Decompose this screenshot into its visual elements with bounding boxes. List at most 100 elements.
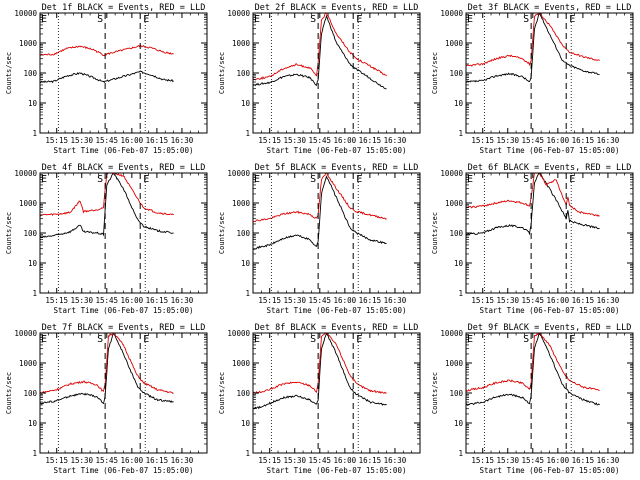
y-tick-label: 1	[458, 449, 463, 458]
y-tick-label: 100	[23, 389, 37, 398]
panel-title: Det 4f BLACK = Events, RED = LLD	[42, 163, 206, 173]
x-tick-label: 15:45	[96, 136, 119, 145]
events-line	[466, 333, 600, 407]
y-tick-label: 10	[28, 259, 38, 268]
x-tick-label: 16:30	[384, 136, 407, 145]
marker-label-start: E	[467, 14, 473, 25]
lld-line	[466, 13, 600, 67]
events-line	[253, 175, 387, 250]
x-tick-label: 16:30	[384, 456, 407, 465]
x-tick-label: 16:15	[146, 296, 169, 305]
series-group	[40, 44, 174, 84]
x-tick-label: 15:45	[522, 136, 545, 145]
series-group	[466, 333, 600, 407]
y-tick-label: 100	[23, 69, 37, 78]
plot-frame	[252, 12, 421, 134]
y-tick-label: 100	[449, 389, 463, 398]
detector-panel: Det 9f BLACK = Events, RED = LLD E S E 1 10 10…	[426, 320, 639, 480]
lld-line	[253, 173, 387, 223]
y-tick-label: 10000	[14, 169, 37, 178]
marker-label-start: E	[41, 14, 47, 25]
detector-panel: Det 7f BLACK = Events, RED = LLD E S E 1 10 10…	[0, 320, 213, 480]
x-tick-label: 16:30	[597, 456, 620, 465]
y-tick-label: 1000	[445, 39, 464, 48]
x-tick-label: 16:00	[547, 136, 570, 145]
y-tick-label: 10000	[227, 169, 250, 178]
y-axis-label: Counts/sec	[218, 372, 226, 414]
marker-label-end: E	[569, 14, 575, 25]
events-line	[40, 173, 174, 239]
plot-frame	[465, 12, 634, 134]
y-tick-label: 1	[32, 289, 37, 298]
marker-label-end: E	[143, 14, 149, 25]
marker-label-mid: S	[523, 14, 529, 25]
events-line	[466, 13, 600, 83]
lld-line	[466, 173, 600, 217]
y-tick-label: 10000	[14, 9, 37, 18]
marker-label-mid: S	[97, 174, 103, 185]
y-tick-label: 10000	[227, 9, 250, 18]
detector-panel: Det 5f BLACK = Events, RED = LLD E S E 1 10 10…	[213, 160, 426, 320]
y-tick-label: 100	[449, 69, 463, 78]
events-line	[40, 70, 174, 84]
detector-panel: Det 2f BLACK = Events, RED = LLD E S E 1 10 10…	[213, 0, 426, 160]
panel-title: Det 7f BLACK = Events, RED = LLD	[42, 323, 206, 333]
y-tick-label: 1000	[19, 199, 38, 208]
x-tick-label: 15:15	[471, 456, 494, 465]
marker-label-mid: S	[97, 14, 103, 25]
x-tick-label: 15:15	[471, 136, 494, 145]
y-tick-label: 1000	[232, 39, 251, 48]
marker-label-mid: S	[523, 174, 529, 185]
marker-label-mid: S	[310, 174, 316, 185]
y-axis-label: Counts/sec	[5, 212, 13, 254]
x-axis-label: Start Time (06-Feb-07 15:05:00)	[480, 466, 620, 475]
events-line	[253, 14, 387, 90]
y-tick-label: 1	[32, 129, 37, 138]
marker-label-start: E	[254, 174, 260, 185]
lld-line	[40, 44, 174, 57]
x-tick-label: 15:45	[522, 456, 545, 465]
y-tick-label: 10000	[440, 169, 463, 178]
x-tick-label: 15:30	[283, 296, 306, 305]
x-tick-label: 16:15	[359, 136, 382, 145]
x-tick-label: 15:30	[496, 296, 519, 305]
panel-title: Det 9f BLACK = Events, RED = LLD	[468, 323, 632, 333]
x-tick-label: 16:15	[146, 136, 169, 145]
marker-label-mid: S	[310, 334, 316, 345]
y-tick-label: 10	[241, 99, 251, 108]
series-group	[466, 173, 600, 236]
marker-label-start: E	[41, 174, 47, 185]
y-tick-label: 10	[454, 419, 464, 428]
y-tick-label: 1000	[445, 199, 464, 208]
y-tick-label: 10	[241, 419, 251, 428]
x-axis-label: Start Time (06-Feb-07 15:05:00)	[267, 146, 407, 155]
detector-panel: Det 1f BLACK = Events, RED = LLD E S E 1 10 10…	[0, 0, 213, 160]
plot-frame	[39, 332, 208, 454]
x-tick-label: 15:45	[96, 456, 119, 465]
events-line	[253, 333, 387, 410]
x-tick-label: 15:30	[70, 136, 93, 145]
y-axis-label: Counts/sec	[218, 52, 226, 94]
y-tick-label: 10000	[440, 9, 463, 18]
x-tick-label: 16:00	[121, 456, 144, 465]
y-tick-label: 10	[28, 419, 38, 428]
series-group	[466, 13, 600, 83]
x-tick-label: 15:30	[283, 136, 306, 145]
detector-panel: Det 8f BLACK = Events, RED = LLD E S E 1 10 10…	[213, 320, 426, 480]
marker-label-end: E	[356, 174, 362, 185]
detector-panel: Det 4f BLACK = Events, RED = LLD E S E 1 10 10…	[0, 160, 213, 320]
y-tick-label: 100	[449, 229, 463, 238]
x-axis-label: Start Time (06-Feb-07 15:05:00)	[54, 306, 194, 315]
x-tick-label: 15:15	[258, 136, 281, 145]
plot-frame	[39, 12, 208, 134]
x-tick-label: 16:30	[597, 136, 620, 145]
x-tick-label: 15:30	[496, 456, 519, 465]
x-axis-label: Start Time (06-Feb-07 15:05:00)	[267, 466, 407, 475]
